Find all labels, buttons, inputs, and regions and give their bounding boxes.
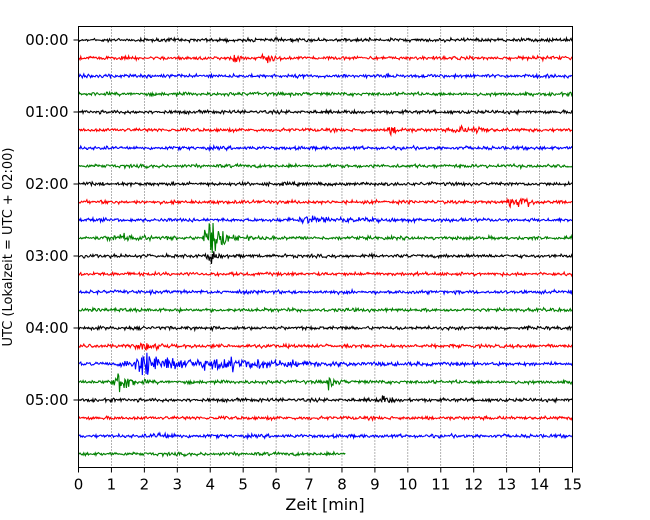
trace-row-12 — [78, 251, 573, 264]
x-axis-label: Zeit [min] — [285, 495, 364, 514]
trace-row-7 — [78, 162, 573, 171]
x-tick-label-12: 12 — [464, 476, 483, 494]
trace-row-16 — [78, 324, 573, 333]
x-tick-label-10: 10 — [398, 476, 417, 494]
x-tick-label-2: 2 — [140, 476, 150, 494]
trace-row-9 — [78, 197, 573, 209]
x-tick-label-6: 6 — [271, 476, 281, 494]
trace-row-15 — [78, 306, 573, 314]
x-tick-label-11: 11 — [431, 476, 450, 494]
trace-row-11 — [78, 223, 574, 254]
x-tick-label-5: 5 — [238, 476, 248, 494]
x-tick-label-9: 9 — [370, 476, 380, 494]
trace-row-13 — [78, 270, 574, 278]
x-tick-label-0: 0 — [74, 476, 84, 494]
seismic-traces — [77, 35, 574, 458]
plot-background — [78, 26, 573, 468]
trace-row-6 — [78, 143, 573, 153]
trace-row-4 — [78, 108, 573, 116]
trace-row-10 — [78, 215, 573, 225]
y-axis-label: UTC (Lokalzeit = UTC + 02:00) — [1, 148, 16, 347]
x-tick-label-7: 7 — [304, 476, 314, 494]
y-tick-label-02:00: 02:00 — [25, 175, 68, 193]
trace-row-5 — [78, 124, 573, 138]
trace-row-18 — [78, 352, 573, 376]
trace-row-14 — [78, 287, 573, 296]
trace-row-23 — [78, 450, 346, 458]
x-tick-label-3: 3 — [173, 476, 183, 494]
x-tick-label-4: 4 — [205, 476, 215, 494]
x-tick-label-1: 1 — [107, 476, 117, 494]
trace-row-21 — [78, 414, 574, 422]
x-axis-ticks: 0 1 2 3 4 5 6 7 8 9 10 11 12 13 14 15 — [74, 467, 582, 494]
trace-row-20 — [78, 395, 573, 404]
x-tick-label-8: 8 — [337, 476, 347, 494]
y-tick-label-01:00: 01:00 — [25, 103, 68, 121]
y-tick-label-00:00: 00:00 — [25, 31, 68, 49]
y-tick-label-04:00: 04:00 — [25, 319, 68, 337]
y-tick-label-03:00: 03:00 — [25, 247, 68, 265]
trace-row-8 — [78, 180, 573, 189]
x-tick-label-15: 15 — [563, 476, 582, 494]
x-tick-label-14: 14 — [530, 476, 549, 494]
plot-frame — [78, 26, 573, 468]
trace-row-2 — [78, 72, 573, 80]
trace-row-0 — [78, 35, 573, 44]
trace-row-17 — [78, 342, 573, 352]
trace-row-19 — [78, 373, 573, 393]
y-axis-ticks: 00:00 01:00 02:00 03:00 04:00 05:00 — [25, 31, 79, 409]
trace-row-22 — [78, 431, 573, 441]
y-tick-label-05:00: 05:00 — [25, 391, 68, 409]
trace-row-1 — [78, 52, 573, 64]
trace-row-3 — [77, 90, 574, 99]
x-tick-label-13: 13 — [497, 476, 516, 494]
